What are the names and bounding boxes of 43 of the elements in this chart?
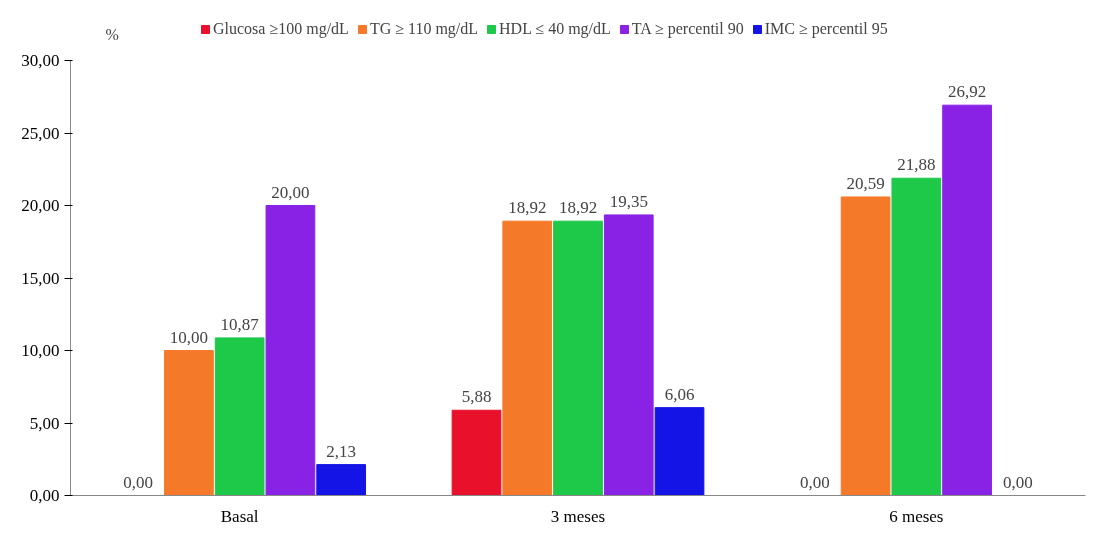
data-label: 10,00 — [169, 327, 209, 347]
data-label: 21,88 — [897, 155, 936, 175]
x-tick-label: Basal — [220, 506, 259, 526]
y-tick-label: 20,00 — [21, 196, 60, 215]
data-label: 18,92 — [508, 198, 547, 218]
bar — [214, 337, 265, 496]
data-label: 2,13 — [326, 441, 357, 461]
bar — [164, 350, 214, 496]
data-label: 26,92 — [947, 82, 987, 102]
bar — [502, 220, 553, 496]
data-label: 18,92 — [558, 198, 598, 218]
y-tick-label: 15,00 — [21, 268, 60, 288]
bar — [891, 177, 942, 496]
legend-label: TA ≥ percentil 90 — [631, 20, 744, 38]
bar — [603, 214, 654, 496]
x-tick-label: 6 meses — [889, 506, 944, 526]
legend-label: HDL ≤ 40 mg/dL — [499, 20, 611, 38]
data-label: 20,00 — [271, 182, 310, 202]
legend-label: TG ≥ 110 mg/dL — [369, 20, 479, 38]
data-label: 0,00 — [123, 472, 154, 492]
bar — [942, 104, 992, 496]
y-tick-label: 5,00 — [29, 413, 60, 433]
legend-label: IMC ≥ percentil 95 — [764, 20, 888, 38]
y-tick-label: 25,00 — [21, 123, 60, 143]
data-label: 6,06 — [664, 384, 695, 404]
x-tick-label: 3 meses — [550, 506, 606, 526]
bar — [451, 409, 502, 496]
bar — [840, 196, 891, 496]
bar — [654, 407, 705, 496]
data-label: 10,87 — [220, 314, 260, 334]
bar — [316, 464, 367, 496]
legend-label: Glucosa ≥100 mg/dL — [213, 20, 349, 38]
bar — [265, 205, 316, 496]
bar — [553, 220, 603, 496]
data-label: 5,88 — [461, 387, 492, 407]
y-tick-label: 10,00 — [21, 341, 60, 360]
data-label: 20,59 — [846, 173, 885, 193]
y-tick-label: 0,00 — [29, 486, 60, 505]
data-label: 0,00 — [799, 472, 830, 492]
y-axis-title: % — [105, 25, 119, 43]
data-label: 19,35 — [609, 191, 648, 211]
y-tick-label: 30,00 — [21, 51, 60, 70]
data-label: 0,00 — [1002, 472, 1033, 492]
